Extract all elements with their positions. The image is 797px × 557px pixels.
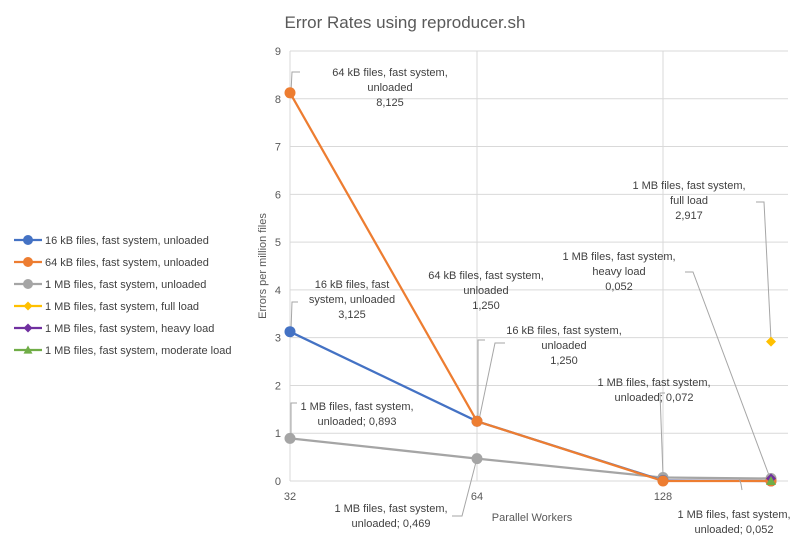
data-label: 16 kB files, fast system, unloaded 3,125 bbox=[309, 279, 395, 321]
leader-line bbox=[756, 201, 772, 341]
data-point bbox=[657, 475, 669, 487]
y-tick-label: 7 bbox=[275, 142, 281, 154]
legend-marker bbox=[23, 301, 33, 311]
leader-line bbox=[738, 477, 743, 491]
chart-title: Error Rates using reproducer.sh bbox=[285, 13, 526, 32]
data-point bbox=[284, 326, 296, 338]
x-tick-label: 32 bbox=[284, 491, 296, 503]
legend-label: 1 MB files, fast system, heavy load bbox=[45, 323, 214, 335]
y-tick-label: 0 bbox=[275, 476, 281, 488]
legend-marker bbox=[23, 345, 33, 354]
series-line bbox=[289, 437, 772, 480]
legend-marker bbox=[23, 257, 33, 267]
y-tick-label: 6 bbox=[275, 189, 281, 201]
data-point bbox=[471, 415, 483, 427]
legend-marker bbox=[23, 279, 33, 289]
legend-label: 64 kB files, fast system, unloaded bbox=[45, 257, 209, 269]
y-tick-label: 1 bbox=[275, 428, 281, 440]
data-label: 1 MB files, fast system, unloaded; 0,072 bbox=[597, 377, 710, 404]
data-label: 1 MB files, fast system, unloaded; 0,469 bbox=[334, 503, 447, 530]
data-label: 1 MB files, fast system, unloaded; 0,052 bbox=[677, 509, 790, 536]
data-point bbox=[471, 453, 483, 465]
y-tick-label: 2 bbox=[275, 380, 281, 392]
data-point bbox=[766, 336, 776, 347]
data-label: 16 kB files, fast system, unloaded 1,250 bbox=[506, 325, 622, 367]
x-tick-label: 64 bbox=[471, 491, 483, 503]
legend-label: 1 MB files, fast system, moderate load bbox=[45, 345, 231, 357]
data-label: 1 MB files, fast system, full load 2,917 bbox=[632, 180, 745, 222]
leader-line bbox=[290, 301, 298, 331]
leader-line bbox=[685, 271, 771, 479]
x-axis-title: Parallel Workers bbox=[492, 512, 573, 524]
legend-item: 1 MB files, fast system, unloaded bbox=[14, 279, 206, 291]
data-label: 64 kB files, fast system, unloaded 8,125 bbox=[332, 67, 448, 109]
legend-label: 1 MB files, fast system, unloaded bbox=[45, 279, 206, 291]
x-tick-label: 128 bbox=[654, 491, 672, 503]
data-label: 64 kB files, fast system, unloaded 1,250 bbox=[428, 270, 544, 312]
legend-label: 1 MB files, fast system, full load bbox=[45, 301, 199, 313]
legend-marker bbox=[23, 235, 33, 245]
data-point bbox=[284, 432, 296, 444]
y-tick-label: 4 bbox=[275, 285, 281, 297]
legend-marker bbox=[23, 323, 33, 333]
leader-line bbox=[478, 342, 505, 421]
legend-item: 1 MB files, fast system, moderate load bbox=[14, 345, 231, 357]
y-tick-label: 8 bbox=[275, 94, 281, 106]
legend-item: 1 MB files, fast system, full load bbox=[14, 301, 199, 313]
y-tick-label: 5 bbox=[275, 237, 281, 249]
legend-item: 16 kB files, fast system, unloaded bbox=[14, 235, 209, 247]
data-point bbox=[766, 476, 776, 485]
data-point bbox=[284, 87, 296, 99]
series-line bbox=[289, 92, 771, 483]
data-label: 1 MB files, fast system, unloaded; 0,893 bbox=[300, 401, 413, 428]
y-tick-label: 3 bbox=[275, 333, 281, 345]
leader-line bbox=[659, 392, 665, 477]
leader-line bbox=[477, 339, 485, 420]
y-axis-title: Errors per million files bbox=[257, 213, 269, 319]
legend-label: 16 kB files, fast system, unloaded bbox=[45, 235, 209, 247]
y-tick-label: 9 bbox=[275, 46, 281, 58]
legend-item: 64 kB files, fast system, unloaded bbox=[14, 257, 209, 269]
leader-line bbox=[452, 461, 477, 517]
data-label: 1 MB files, fast system, heavy load 0,052 bbox=[562, 251, 675, 293]
leader-line bbox=[290, 71, 300, 93]
legend-item: 1 MB files, fast system, heavy load bbox=[14, 323, 214, 335]
leader-line bbox=[290, 402, 297, 437]
